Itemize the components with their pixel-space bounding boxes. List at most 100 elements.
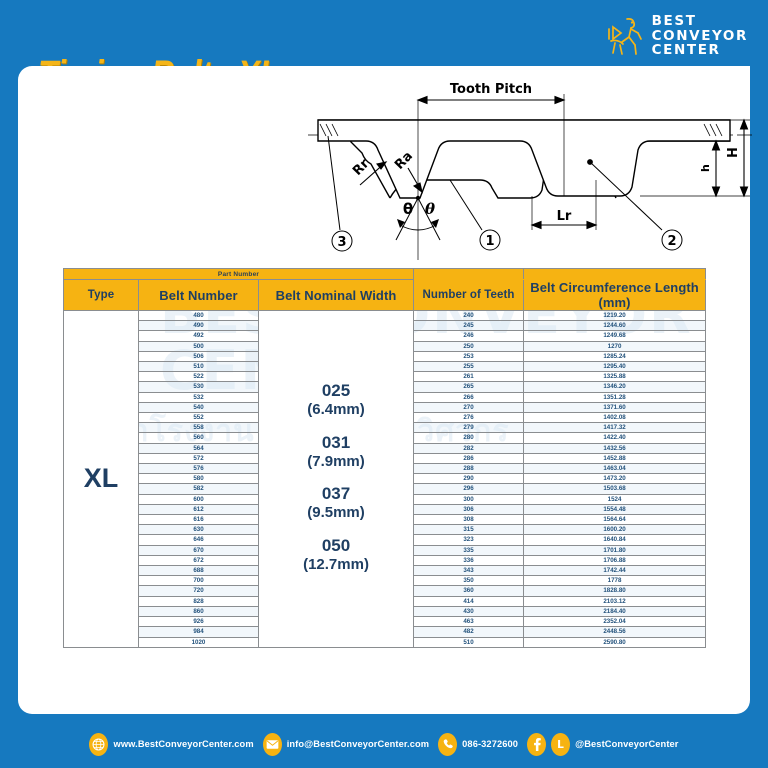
cell-number-of-teeth: 430 bbox=[413, 605, 525, 618]
cell-number-of-teeth: 300 bbox=[413, 493, 525, 505]
width-option: 050 (12.7mm) bbox=[259, 536, 413, 574]
cell-number-of-teeth: 250 bbox=[413, 340, 525, 352]
cell-number-of-teeth: 463 bbox=[413, 616, 525, 628]
cell-number-of-teeth: 255 bbox=[413, 361, 525, 373]
table-row: 552 276 1402.08 bbox=[64, 412, 707, 424]
cell-number-of-teeth: 270 bbox=[413, 401, 525, 414]
cell-belt-number: 492 bbox=[138, 330, 259, 342]
table-row: 530 265 1346.20 bbox=[64, 381, 707, 393]
width-option: 025 (6.4mm) bbox=[259, 381, 413, 419]
footer-social[interactable]: L @BestConveyorCenter bbox=[527, 732, 679, 756]
cell-number-of-teeth: 265 bbox=[413, 381, 525, 393]
cell-belt-number: 700 bbox=[138, 575, 259, 587]
table-row: 630 315 1600.20 bbox=[64, 524, 707, 536]
cell-circumference-length: 1325.88 bbox=[523, 371, 707, 383]
cell-circumference-length: 2352.04 bbox=[523, 616, 707, 628]
cell-circumference-length: 1503.68 bbox=[523, 483, 707, 495]
cell-belt-number: 522 bbox=[138, 371, 259, 383]
cell-number-of-teeth: 266 bbox=[413, 391, 525, 403]
table-row: 720 360 1828.80 bbox=[64, 585, 707, 597]
footer-social-text: @BestConveyorCenter bbox=[575, 739, 679, 749]
table-row: XL 480 025 (6.4mm) 031 (7.9mm) 037 (9.5mm) 050 (1… bbox=[63, 309, 707, 648]
logo-line-conveyor: CONVEYOR bbox=[651, 27, 748, 44]
header-belt-width: Belt Nominal Width bbox=[257, 279, 415, 311]
table-row: 1020 510 2590.80 bbox=[64, 636, 707, 648]
cell-number-of-teeth: 343 bbox=[413, 565, 525, 577]
table-row: 582 296 1503.68 bbox=[64, 483, 707, 495]
diagram-label-theta-left: θ bbox=[403, 200, 413, 218]
cell-number-of-teeth: 245 bbox=[413, 320, 525, 332]
globe-icon bbox=[89, 732, 109, 756]
table-row: 828 414 2103.12 bbox=[64, 595, 707, 607]
line-icon: L bbox=[551, 732, 571, 756]
cell-circumference-length: 2103.12 bbox=[523, 595, 707, 607]
cell-circumference-length: 2184.40 bbox=[523, 605, 707, 618]
cell-circumference-length: 1417.32 bbox=[523, 422, 707, 434]
cell-number-of-teeth: 282 bbox=[413, 442, 525, 454]
width-mm: (9.5mm) bbox=[307, 504, 365, 522]
cell-number-of-teeth: 335 bbox=[413, 544, 525, 556]
table-row: 700 350 1778 bbox=[64, 575, 707, 587]
cell-belt-number: 576 bbox=[138, 463, 259, 475]
phone-icon bbox=[438, 732, 458, 756]
cell-circumference-length: 1701.80 bbox=[523, 544, 707, 556]
spec-table: Part Number Type Belt Number Belt Nomina… bbox=[62, 268, 707, 648]
cell-belt-number: 540 bbox=[138, 401, 259, 414]
width-mm: (7.9mm) bbox=[307, 452, 365, 470]
width-option: 037 (9.5mm) bbox=[259, 484, 413, 522]
cell-number-of-teeth: 350 bbox=[413, 575, 525, 587]
cell-belt-number: 1020 bbox=[138, 636, 259, 648]
table-row: 540 270 1371.60 bbox=[64, 401, 707, 414]
table-row: 492 246 1249.68 bbox=[64, 330, 707, 342]
diagram-label-h: h bbox=[699, 164, 712, 172]
cell-circumference-length: 1554.48 bbox=[523, 503, 707, 516]
footer-contact-bar: www.BestConveyorCenter.com info@BestConv… bbox=[0, 720, 768, 768]
cell-belt-number: 500 bbox=[138, 340, 259, 352]
table-row: 522 261 1325.88 bbox=[64, 371, 707, 383]
table-header-row: Type Belt Number Belt Nominal Width Numb… bbox=[63, 279, 707, 311]
table-row: 532 266 1351.28 bbox=[64, 391, 707, 403]
diagram-label-Rr: Rr bbox=[350, 156, 373, 179]
cell-belt-number: 616 bbox=[138, 514, 259, 526]
spec-table-wrapper: Part Number Type Belt Number Belt Nomina… bbox=[62, 268, 707, 648]
cell-circumference-length: 1422.40 bbox=[523, 432, 707, 444]
footer-website[interactable]: www.BestConveyorCenter.com bbox=[89, 732, 254, 756]
cell-number-of-teeth: 253 bbox=[413, 350, 525, 363]
cell-number-of-teeth: 296 bbox=[413, 483, 525, 495]
cell-number-of-teeth: 308 bbox=[413, 514, 525, 526]
table-row: 500 250 1270 bbox=[64, 340, 707, 352]
cell-circumference-length: 1346.20 bbox=[523, 381, 707, 393]
cell-circumference-length: 1828.80 bbox=[523, 585, 707, 597]
cell-circumference-length: 1742.44 bbox=[523, 565, 707, 577]
brand-logo: BEST CONVEYOR CENTER bbox=[605, 14, 748, 58]
cell-circumference-length: 1432.56 bbox=[523, 442, 707, 454]
cell-belt-number: 720 bbox=[138, 585, 259, 597]
cell-belt-number: 672 bbox=[138, 554, 259, 567]
logo-wordmark: BEST CONVEYOR CENTER bbox=[652, 14, 748, 58]
footer-phone[interactable]: 086-3272600 bbox=[438, 732, 518, 756]
cell-circumference-length: 1244.60 bbox=[523, 320, 707, 332]
footer-website-text: www.BestConveyorCenter.com bbox=[113, 739, 254, 749]
cell-circumference-length: 1463.04 bbox=[523, 463, 707, 475]
table-row: 688 343 1742.44 bbox=[64, 565, 707, 577]
cell-number-of-teeth: 482 bbox=[413, 626, 525, 638]
table-row: 672 336 1706.88 bbox=[64, 554, 707, 567]
header-blue-shape bbox=[0, 0, 710, 66]
cell-number-of-teeth: 286 bbox=[413, 452, 525, 465]
cell-circumference-length: 1285.24 bbox=[523, 350, 707, 363]
cell-number-of-teeth: 290 bbox=[413, 473, 525, 485]
cell-circumference-length: 1640.84 bbox=[523, 534, 707, 546]
cell-circumference-length: 1270 bbox=[523, 340, 707, 352]
cell-number-of-teeth: 279 bbox=[413, 422, 525, 434]
table-row: 616 308 1564.64 bbox=[64, 514, 707, 526]
width-code: 025 bbox=[321, 380, 351, 400]
cell-number-of-teeth: 414 bbox=[413, 595, 525, 607]
table-row: 860 430 2184.40 bbox=[64, 605, 707, 618]
footer-email[interactable]: info@BestConveyorCenter.com bbox=[262, 732, 429, 756]
cell-belt-number: 564 bbox=[138, 442, 259, 454]
cell-belt-number: 510 bbox=[138, 361, 259, 373]
cell-number-of-teeth: 315 bbox=[413, 524, 525, 536]
table-row: 926 463 2352.04 bbox=[64, 616, 707, 628]
cell-belt-number: 630 bbox=[138, 524, 259, 536]
diagram-label-lr: Lr bbox=[557, 209, 572, 224]
